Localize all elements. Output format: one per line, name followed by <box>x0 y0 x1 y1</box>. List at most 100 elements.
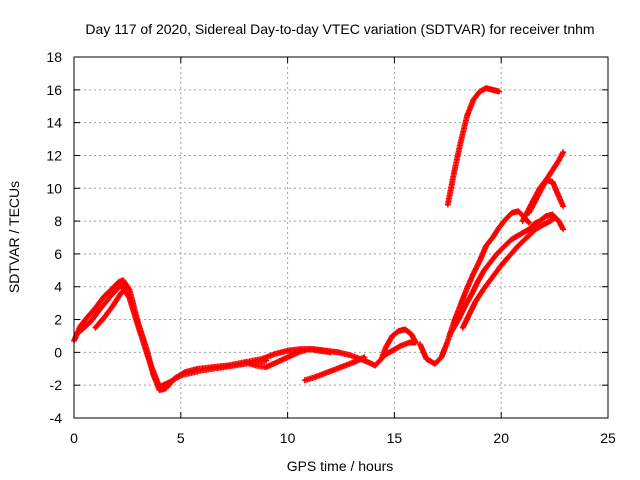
data-point <box>495 252 499 256</box>
data-point <box>482 286 486 290</box>
data-point <box>362 355 366 359</box>
data-point <box>474 299 478 303</box>
y-tick-label-10: 16 <box>46 82 62 98</box>
grid-lines <box>74 57 608 418</box>
data-point <box>525 236 529 239</box>
data-point <box>380 357 384 361</box>
data-point <box>533 227 537 231</box>
series-11 <box>519 177 567 225</box>
data-point <box>350 354 354 358</box>
data-point <box>471 98 475 102</box>
data-point <box>328 350 332 354</box>
data-point <box>561 204 565 208</box>
data-point <box>452 170 456 174</box>
data-point <box>548 219 552 223</box>
x-tick-label-2: 10 <box>280 430 296 446</box>
data-point <box>85 316 89 320</box>
data-point <box>121 278 125 282</box>
series-3 <box>241 346 334 371</box>
data-point <box>433 362 437 366</box>
data-point <box>313 375 317 379</box>
data-point <box>446 339 450 343</box>
data-point <box>516 209 520 213</box>
y-tick-label-8: 12 <box>46 147 62 163</box>
data-point <box>550 213 554 217</box>
data-point <box>557 194 561 198</box>
data-point <box>557 158 561 162</box>
data-point <box>469 293 473 297</box>
y-tick-label-1: -2 <box>50 377 63 393</box>
data-point <box>521 219 525 223</box>
data-point <box>482 268 486 272</box>
data-point <box>510 237 514 241</box>
data-point <box>424 357 428 361</box>
data-point <box>222 365 226 369</box>
data-point <box>501 245 505 249</box>
data-point <box>491 88 495 92</box>
y-axis-label: SDTVAR / TECUs <box>6 181 22 293</box>
data-point <box>510 211 514 215</box>
series-4 <box>301 354 368 384</box>
data-point <box>125 285 129 289</box>
x-axis-ticks: 0 5 10 15 20 25 <box>70 57 616 446</box>
y-tick-label-9: 14 <box>46 115 62 131</box>
series-12 <box>530 211 567 233</box>
data-point <box>352 360 356 364</box>
data-point <box>78 324 82 328</box>
data-point <box>497 226 501 230</box>
data-point <box>286 349 290 353</box>
x-axis-label: GPS time / hours <box>287 458 394 474</box>
data-point <box>459 303 463 307</box>
data-point <box>273 352 277 356</box>
data-point <box>459 140 463 144</box>
data-point <box>382 354 386 358</box>
data-point <box>264 359 268 363</box>
series-0 <box>71 277 419 394</box>
data-point <box>465 286 469 290</box>
data-point <box>303 378 307 382</box>
data-point <box>243 360 247 364</box>
y-axis-ticks: -4 -2 0 2 4 6 8 10 12 14 16 18 <box>46 49 608 426</box>
x-tick-label-0: 0 <box>70 430 78 446</box>
data-point <box>93 306 97 310</box>
data-point <box>544 178 548 182</box>
x-tick-label-5: 25 <box>600 430 616 446</box>
data-point <box>557 219 561 223</box>
data-point <box>448 332 452 336</box>
data-point <box>418 342 422 346</box>
data-point <box>489 260 493 264</box>
data-point <box>550 168 554 172</box>
data-point <box>89 319 93 323</box>
data-point <box>110 304 114 308</box>
data-point <box>508 254 512 258</box>
data-point <box>296 350 300 354</box>
data-point <box>318 349 322 353</box>
data-point <box>339 365 343 369</box>
data-point <box>529 203 533 207</box>
data-point <box>456 318 460 322</box>
data-point <box>128 296 132 300</box>
data-point <box>476 280 480 284</box>
data-point <box>561 150 565 154</box>
data-point <box>463 304 467 308</box>
data-point <box>307 347 311 351</box>
data-point <box>98 308 102 312</box>
x-tick-label-1: 5 <box>177 430 185 446</box>
series-9-markers <box>444 85 503 208</box>
data-point <box>542 222 546 226</box>
data-point <box>503 217 507 221</box>
data-point <box>390 349 394 353</box>
data-point <box>518 232 522 236</box>
data-point <box>397 329 401 333</box>
y-tick-label-7: 10 <box>46 180 62 196</box>
data-point <box>373 363 377 367</box>
data-point <box>149 363 153 367</box>
data-point <box>484 244 488 248</box>
data-point <box>110 286 114 290</box>
data-point <box>465 114 469 118</box>
data-point <box>254 363 258 367</box>
data-point <box>497 89 501 93</box>
series-1 <box>77 282 270 390</box>
data-point <box>264 365 268 369</box>
data-point <box>384 345 388 349</box>
